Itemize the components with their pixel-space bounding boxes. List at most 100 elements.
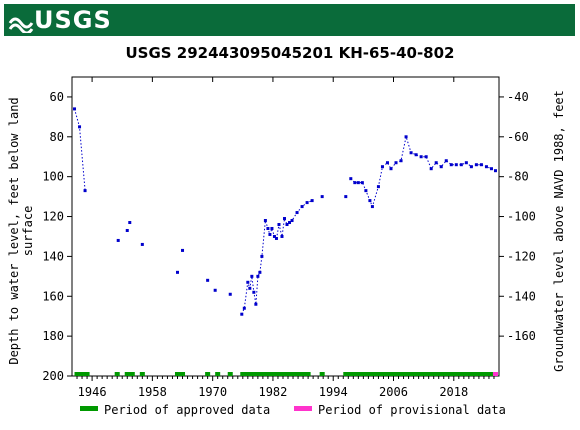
- data-point: [459, 163, 463, 167]
- y-left-tick-label: 180: [42, 329, 64, 343]
- legend-provisional-label: Period of provisional data: [318, 403, 506, 417]
- data-point: [266, 226, 270, 230]
- data-point: [389, 167, 393, 171]
- data-point: [429, 167, 433, 171]
- data-point: [228, 292, 232, 296]
- data-point: [439, 165, 443, 169]
- data-point: [83, 189, 87, 193]
- approved-period-segment: [227, 372, 233, 376]
- usgs-logo-text: USGS: [34, 6, 112, 34]
- approved-period-segment: [343, 372, 493, 376]
- usgs-logo-icon: [8, 17, 34, 33]
- approved-period-segment: [240, 372, 311, 376]
- data-point: [175, 270, 179, 274]
- x-tick-label: 1970: [198, 385, 227, 399]
- data-point: [414, 153, 418, 157]
- data-point: [449, 163, 453, 167]
- data-point: [385, 161, 389, 165]
- data-point: [290, 219, 294, 223]
- data-point: [434, 161, 438, 165]
- usgs-banner: USGS: [4, 4, 575, 36]
- legend-provisional-swatch: [294, 406, 312, 411]
- data-point: [444, 159, 448, 163]
- period-bar: [74, 372, 498, 376]
- approved-period-segment: [114, 372, 120, 376]
- data-point: [252, 290, 256, 294]
- y-left-tick-label: 120: [42, 210, 64, 224]
- data-point: [78, 125, 82, 129]
- data-point: [254, 302, 258, 306]
- data-point: [248, 286, 252, 290]
- y-right-tick-label: -80: [507, 170, 529, 184]
- data-point: [493, 169, 497, 173]
- data-point: [285, 223, 289, 227]
- right-axis-title: Groundwater level above NAVD 1988, feet: [552, 90, 566, 372]
- approved-period-segment: [319, 372, 325, 376]
- data-point: [344, 195, 348, 199]
- data-point: [484, 165, 488, 169]
- data-point: [474, 163, 478, 167]
- approved-period-segment: [124, 372, 135, 376]
- data-point: [242, 306, 246, 310]
- plot-frame: [71, 76, 500, 377]
- data-point: [489, 167, 493, 171]
- y-right-tick-label: -160: [507, 329, 536, 343]
- data-point: [295, 211, 299, 215]
- data-point: [424, 155, 428, 159]
- series-connector: [350, 134, 496, 209]
- x-axis: 1946 1958 1970 1982 1994 2006 2018: [76, 77, 495, 399]
- data-point: [181, 248, 185, 252]
- data-point: [280, 234, 284, 238]
- data-point: [300, 205, 304, 209]
- approved-period-segment: [174, 372, 186, 376]
- approved-period-segment: [139, 372, 145, 376]
- legend-approved-swatch: [80, 406, 98, 411]
- left-axis-title-line2: surface: [21, 206, 35, 257]
- data-point: [250, 274, 254, 278]
- data-point: [270, 226, 274, 230]
- y-right-tick-label: -60: [507, 130, 529, 144]
- data-point: [288, 221, 292, 225]
- y-left-tick-label: 60: [50, 90, 64, 104]
- data-point: [277, 223, 281, 227]
- approved-period-segment: [215, 372, 221, 376]
- y-right-tick-label: -100: [507, 210, 536, 224]
- y-left-tick-label: 200: [42, 369, 64, 383]
- data-point: [360, 181, 364, 185]
- data-point: [73, 107, 77, 111]
- data-point: [240, 312, 244, 316]
- series-connector: [74, 108, 86, 191]
- y-left-tick-label: 100: [42, 170, 64, 184]
- y-left-tick-label: 160: [42, 289, 64, 303]
- data-point: [272, 234, 276, 238]
- data-point: [454, 163, 458, 167]
- x-tick-label: 2006: [379, 385, 408, 399]
- data-point: [256, 274, 260, 278]
- data-point: [479, 163, 483, 167]
- data-point: [140, 242, 144, 246]
- data-point: [128, 221, 132, 225]
- y-axis-right: -40 -60 -80 -100 -120 -140 -160: [499, 90, 536, 343]
- data-point: [353, 181, 357, 185]
- data-point: [310, 199, 314, 203]
- data-point: [260, 254, 264, 258]
- data-point: [404, 135, 408, 139]
- data-point: [419, 155, 423, 159]
- data-point: [116, 238, 120, 242]
- data-point: [394, 161, 398, 165]
- y-right-tick-label: -120: [507, 249, 536, 263]
- data-point: [469, 165, 473, 169]
- data-point: [464, 161, 468, 165]
- data-point: [258, 270, 262, 274]
- data-point: [274, 236, 278, 240]
- data-point: [356, 181, 360, 185]
- y-axis-left: 60 80 100 120 140 160 180 200: [42, 90, 72, 383]
- y-right-tick-label: -140: [507, 289, 536, 303]
- y-left-tick-label: 80: [50, 130, 64, 144]
- data-point: [364, 189, 368, 193]
- left-axis-title-line1: Depth to water level, feet below land: [7, 97, 21, 364]
- data-point: [268, 232, 272, 236]
- data-point: [368, 199, 372, 203]
- approved-period-segment: [205, 372, 211, 376]
